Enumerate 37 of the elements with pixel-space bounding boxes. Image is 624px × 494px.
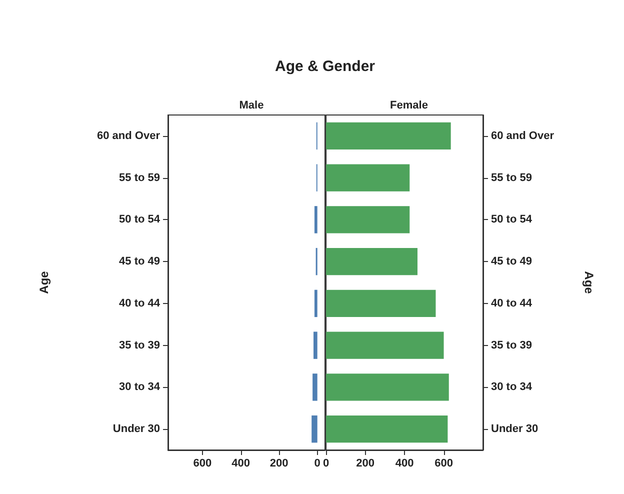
y-tick-label: 55 to 59 (491, 172, 532, 184)
x-tick-label: 0 (322, 458, 330, 470)
y-tick-label: 45 to 49 (119, 256, 160, 268)
x-tick-label: 0 (314, 458, 320, 470)
series-label: Female (390, 100, 428, 112)
x-tick-label: 600 (434, 458, 453, 470)
y-tick-label: 55 to 59 (119, 172, 160, 184)
bar (326, 374, 449, 401)
y-tick-label: 35 to 39 (491, 339, 532, 352)
bar (326, 248, 418, 276)
x-tick-label: 400 (395, 458, 414, 470)
y-tick-label: Under 30 (112, 423, 160, 436)
chart-title: Age & Gender (274, 58, 376, 75)
x-tick-label: 600 (193, 458, 212, 470)
y-tick-label: Under 30 (491, 423, 538, 436)
y-tick-label: 60 and Over (97, 130, 161, 142)
bar (326, 415, 448, 443)
y-axis-title: Age (582, 271, 596, 294)
x-tick-label: 200 (270, 458, 288, 470)
y-tick-label: 60 and Over (491, 130, 555, 142)
x-tick-label: 400 (232, 458, 250, 470)
y-tick-label: 40 to 44 (491, 297, 533, 310)
text: Male (239, 100, 264, 112)
y-tick-label: 30 to 34 (491, 381, 533, 394)
bar (326, 122, 451, 150)
bar (326, 290, 436, 318)
bar (326, 206, 410, 234)
y-tick-label: 50 to 54 (491, 214, 533, 226)
y-tick-label: 50 to 54 (119, 214, 161, 226)
y-tick-label: 35 to 39 (119, 339, 160, 352)
y-axis-title: Age (37, 270, 51, 294)
bar (326, 332, 444, 359)
bar (326, 164, 410, 192)
y-tick-label: 40 to 44 (119, 297, 161, 310)
x-tick-label: 200 (356, 458, 374, 470)
y-tick-label: 45 to 49 (491, 256, 532, 268)
y-tick-label: 30 to 34 (119, 381, 161, 394)
